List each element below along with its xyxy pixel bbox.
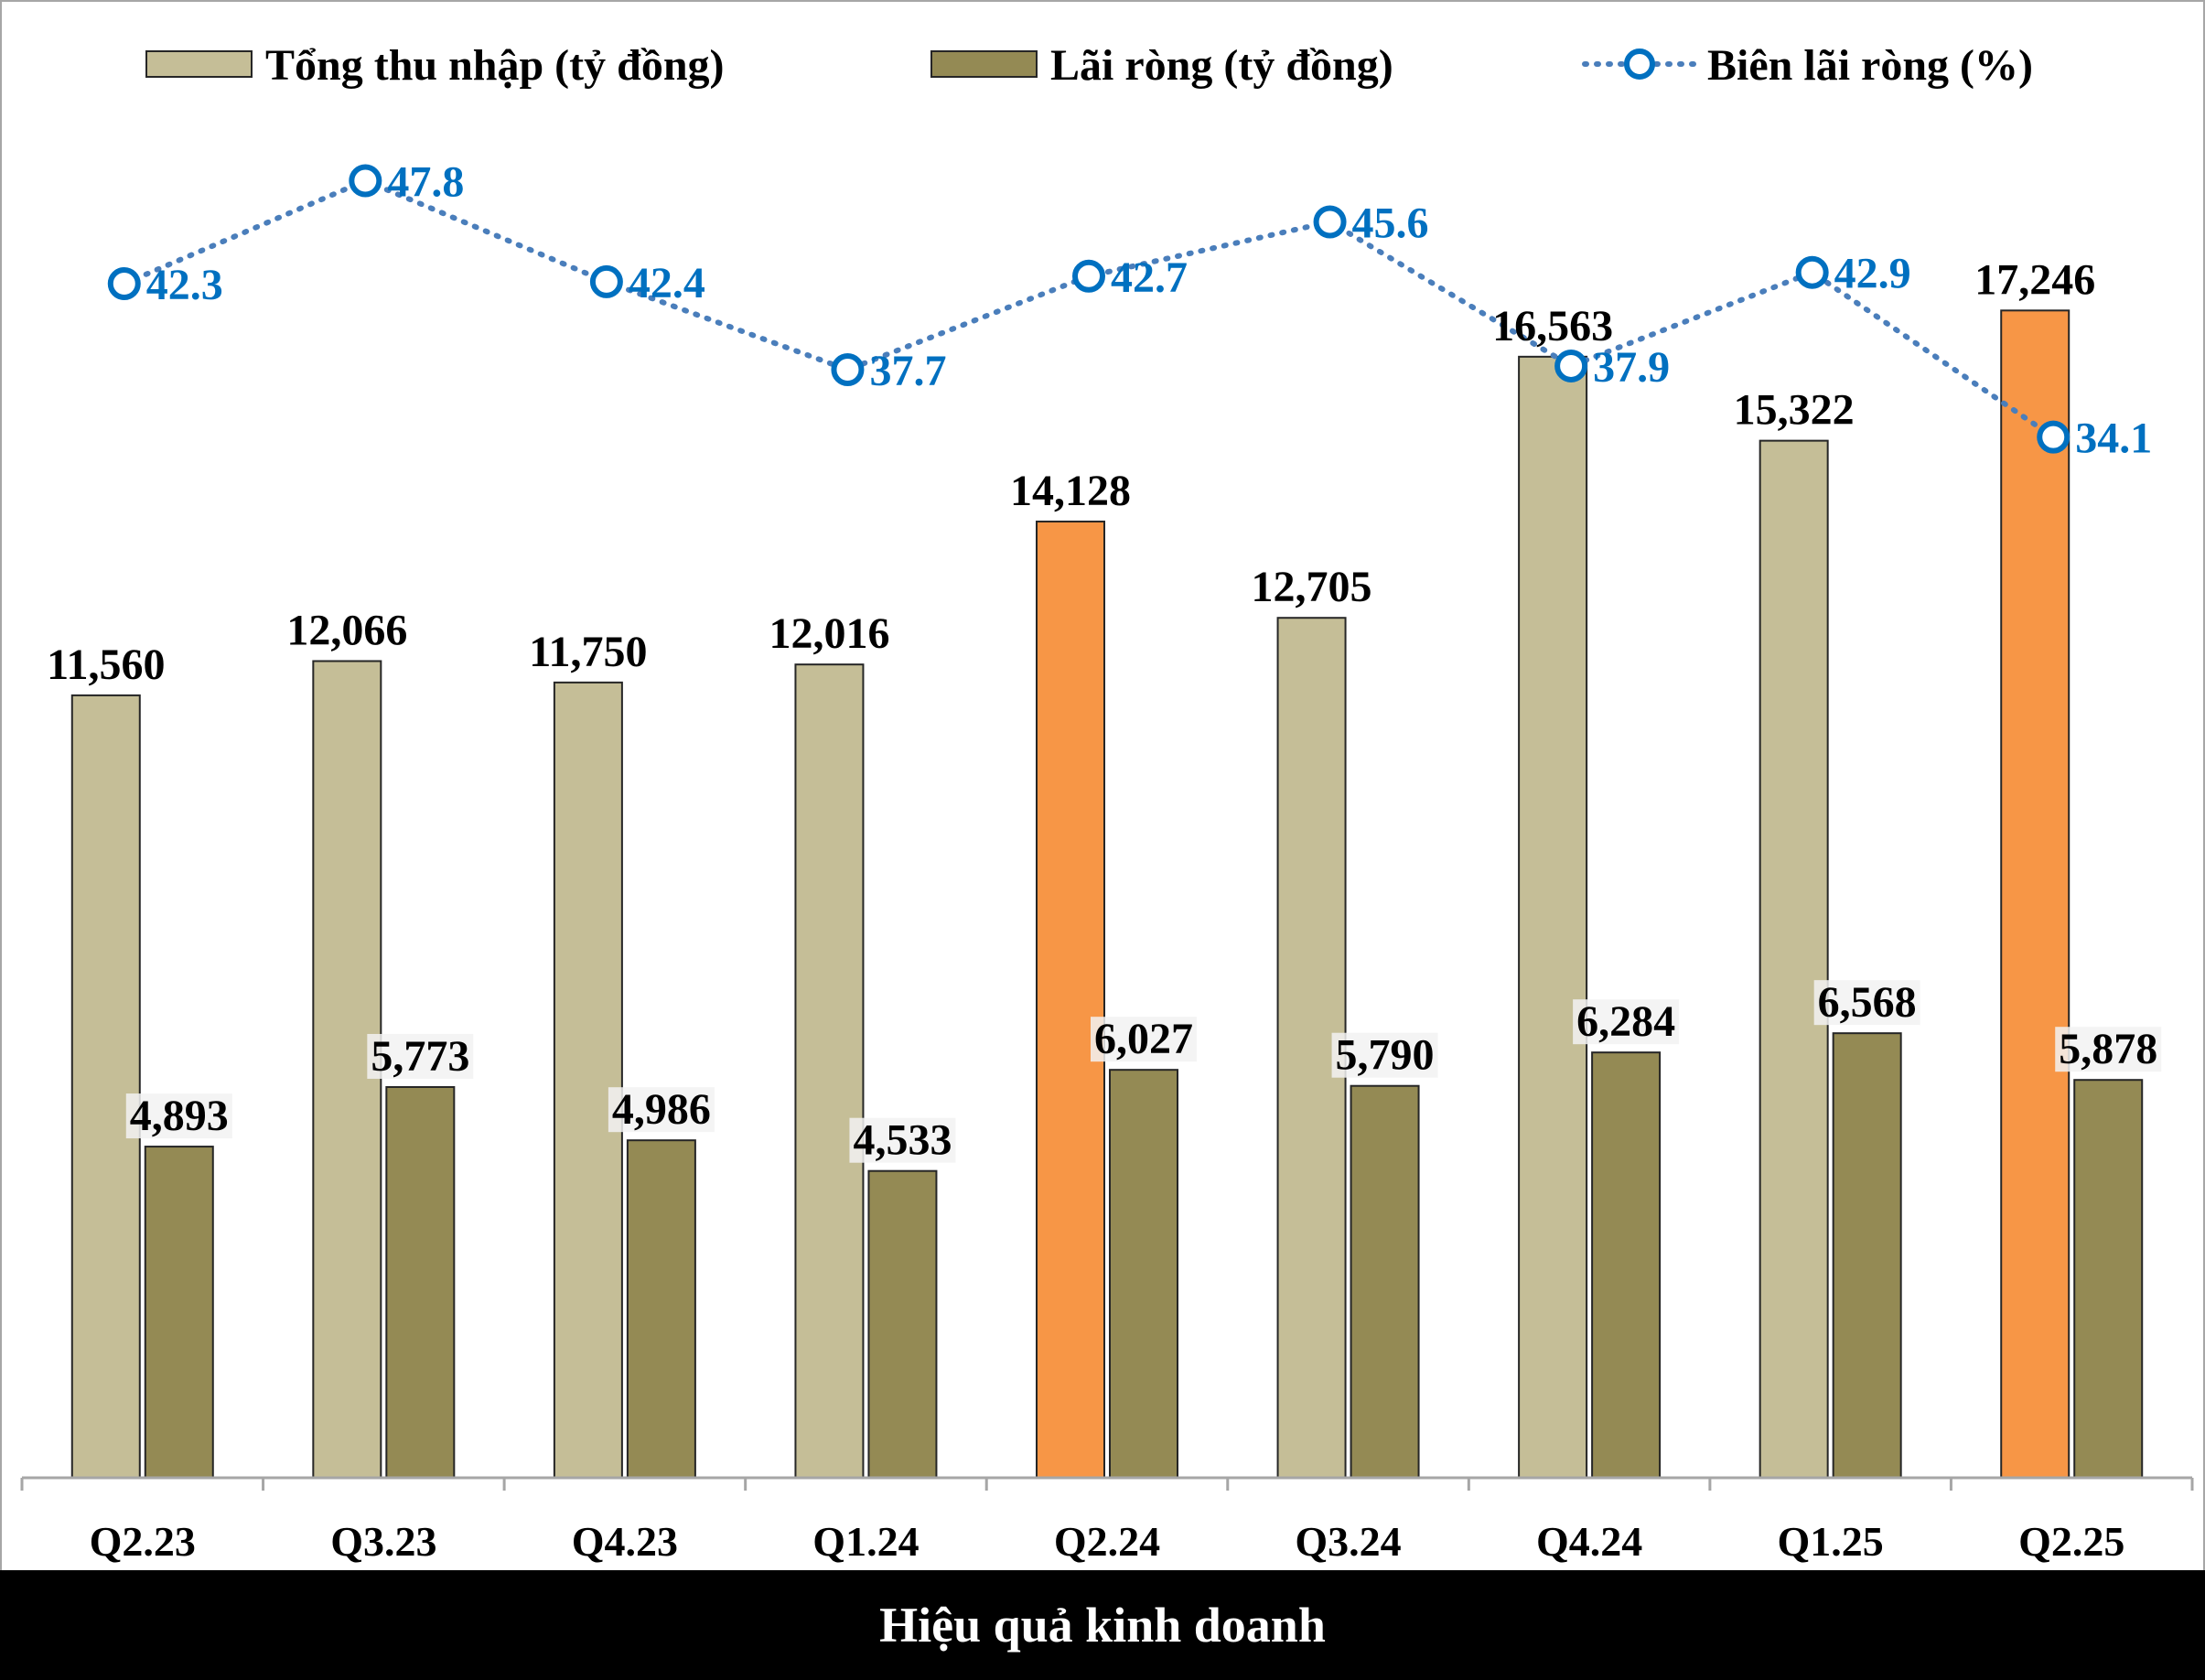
margin-point: [589, 264, 623, 298]
legend: Tổng thu nhập (tỷ đồng) Lãi ròng (tỷ đồng…: [145, 41, 2033, 90]
bar-net-profit: [144, 1146, 214, 1480]
legend-swatch-total-income: [145, 50, 253, 78]
bar-total-income: [1759, 439, 1829, 1479]
x-tick-label: Q1.25: [1778, 1518, 1884, 1565]
bar-net-profit: [1109, 1069, 1178, 1480]
bar-net-profit: [867, 1169, 938, 1479]
bar-net-profit: [2073, 1079, 2144, 1479]
data-label-margin: 42.7: [1111, 253, 1188, 302]
data-labels-layer: 11,560 4,893 12,066 5,773 11,750 4,986 12,016 4…: [47, 255, 2162, 1165]
data-label-margin: 37.9: [1593, 343, 1670, 392]
margin-point: [107, 266, 141, 300]
bar-total-income: [2000, 309, 2071, 1480]
data-label-margin: 42.3: [146, 261, 223, 309]
data-label-net-profit: 6,568: [1818, 978, 1917, 1027]
bar-net-profit: [1591, 1051, 1662, 1479]
data-label-background: [1813, 980, 1920, 1026]
margin-line-layer: 42.3 47.8 42.4 37.7 42.7 45.6 37.9 42.9 34.1: [107, 157, 2152, 463]
x-axis: Q2.23 Q3.23 Q4.23 Q1.24 Q2.24 Q3.24 Q4.24 Q1.25…: [20, 1476, 2194, 1565]
bar-net-profit: [626, 1139, 696, 1479]
margin-point: [831, 353, 865, 387]
margin-point: [349, 164, 382, 198]
bar-net-profit: [1832, 1032, 1902, 1479]
margin-point: [2037, 420, 2071, 454]
bar-net-profit: [385, 1085, 456, 1479]
x-tick-label: Q4.23: [572, 1518, 678, 1565]
footer-title: Hiệu quả kinh doanh: [879, 1598, 1326, 1653]
data-label-net-profit: 4,986: [612, 1085, 711, 1134]
bar-net-profit: [1350, 1084, 1420, 1480]
data-label-net-profit: 6,027: [1094, 1015, 1193, 1063]
data-label-total-income: 14,128: [1010, 467, 1131, 515]
bar-total-income: [70, 694, 141, 1479]
data-label-margin: 45.6: [1352, 199, 1429, 247]
legend-swatch-net-profit: [930, 50, 1038, 78]
data-label-margin: 37.7: [869, 347, 946, 395]
margin-point: [1795, 255, 1829, 289]
data-label-margin: 34.1: [2075, 415, 2152, 463]
x-tick-label: Q2.25: [2018, 1518, 2124, 1565]
bar-total-income: [1036, 520, 1105, 1480]
data-label-net-profit: 5,773: [371, 1032, 469, 1081]
data-label-margin: 42.9: [1834, 250, 1911, 298]
data-label-total-income: 12,016: [769, 609, 889, 658]
data-label-background: [125, 1093, 232, 1139]
data-label-total-income: 12,705: [1252, 563, 1372, 611]
data-label-net-profit: 6,284: [1576, 997, 1675, 1046]
data-label-net-profit: 5,878: [2059, 1025, 2157, 1073]
bars-layer: [70, 309, 2144, 1480]
x-tick-label: Q3.24: [1295, 1518, 1401, 1565]
data-label-background: [608, 1087, 715, 1133]
x-tick-label: Q2.24: [1054, 1518, 1160, 1565]
footer-banner: Hiệu quả kinh doanh: [0, 1570, 2205, 1680]
margin-point: [1554, 349, 1588, 382]
data-label-background: [1331, 1032, 1438, 1078]
data-label-total-income: 16,563: [1492, 302, 1613, 350]
data-label-background: [1573, 999, 1680, 1045]
margin-point: [1313, 205, 1347, 239]
data-label-background: [1091, 1017, 1197, 1062]
data-label-total-income: 17,246: [1974, 255, 2095, 304]
data-label-net-profit: 5,790: [1336, 1031, 1435, 1080]
legend-swatch-margin-marker: [1624, 48, 1655, 80]
data-label-net-profit: 4,893: [130, 1092, 229, 1140]
x-tick-label: Q2.23: [90, 1518, 196, 1565]
legend-label-total-income: Tổng thu nhập (tỷ đồng): [265, 41, 725, 90]
x-tick-label: Q3.23: [330, 1518, 436, 1565]
legend-label-net-profit: Lãi ròng (tỷ đồng): [1050, 41, 1393, 90]
data-label-background: [2055, 1027, 2162, 1072]
data-label-net-profit: 4,533: [853, 1116, 952, 1165]
data-label-margin: 42.4: [629, 259, 705, 307]
x-tick-label: Q4.24: [1536, 1518, 1642, 1565]
bar-total-income: [794, 663, 865, 1479]
data-label-background: [367, 1033, 474, 1079]
data-label-total-income: 11,560: [47, 641, 165, 689]
data-label-total-income: 15,322: [1734, 386, 1855, 435]
legend-label-margin: Biên lãi ròng (%): [1707, 41, 2033, 90]
bar-total-income: [553, 681, 623, 1479]
combo-chart: Tổng thu nhập (tỷ đồng) Lãi ròng (tỷ đồng…: [20, 41, 2194, 1565]
data-label-margin: 47.8: [387, 157, 464, 206]
data-label-total-income: 12,066: [286, 606, 407, 654]
x-tick-label: Q1.24: [812, 1518, 919, 1565]
data-label-background: [849, 1117, 956, 1163]
margin-point: [1072, 259, 1105, 293]
data-label-total-income: 11,750: [529, 628, 647, 676]
bar-total-income: [1518, 355, 1588, 1480]
